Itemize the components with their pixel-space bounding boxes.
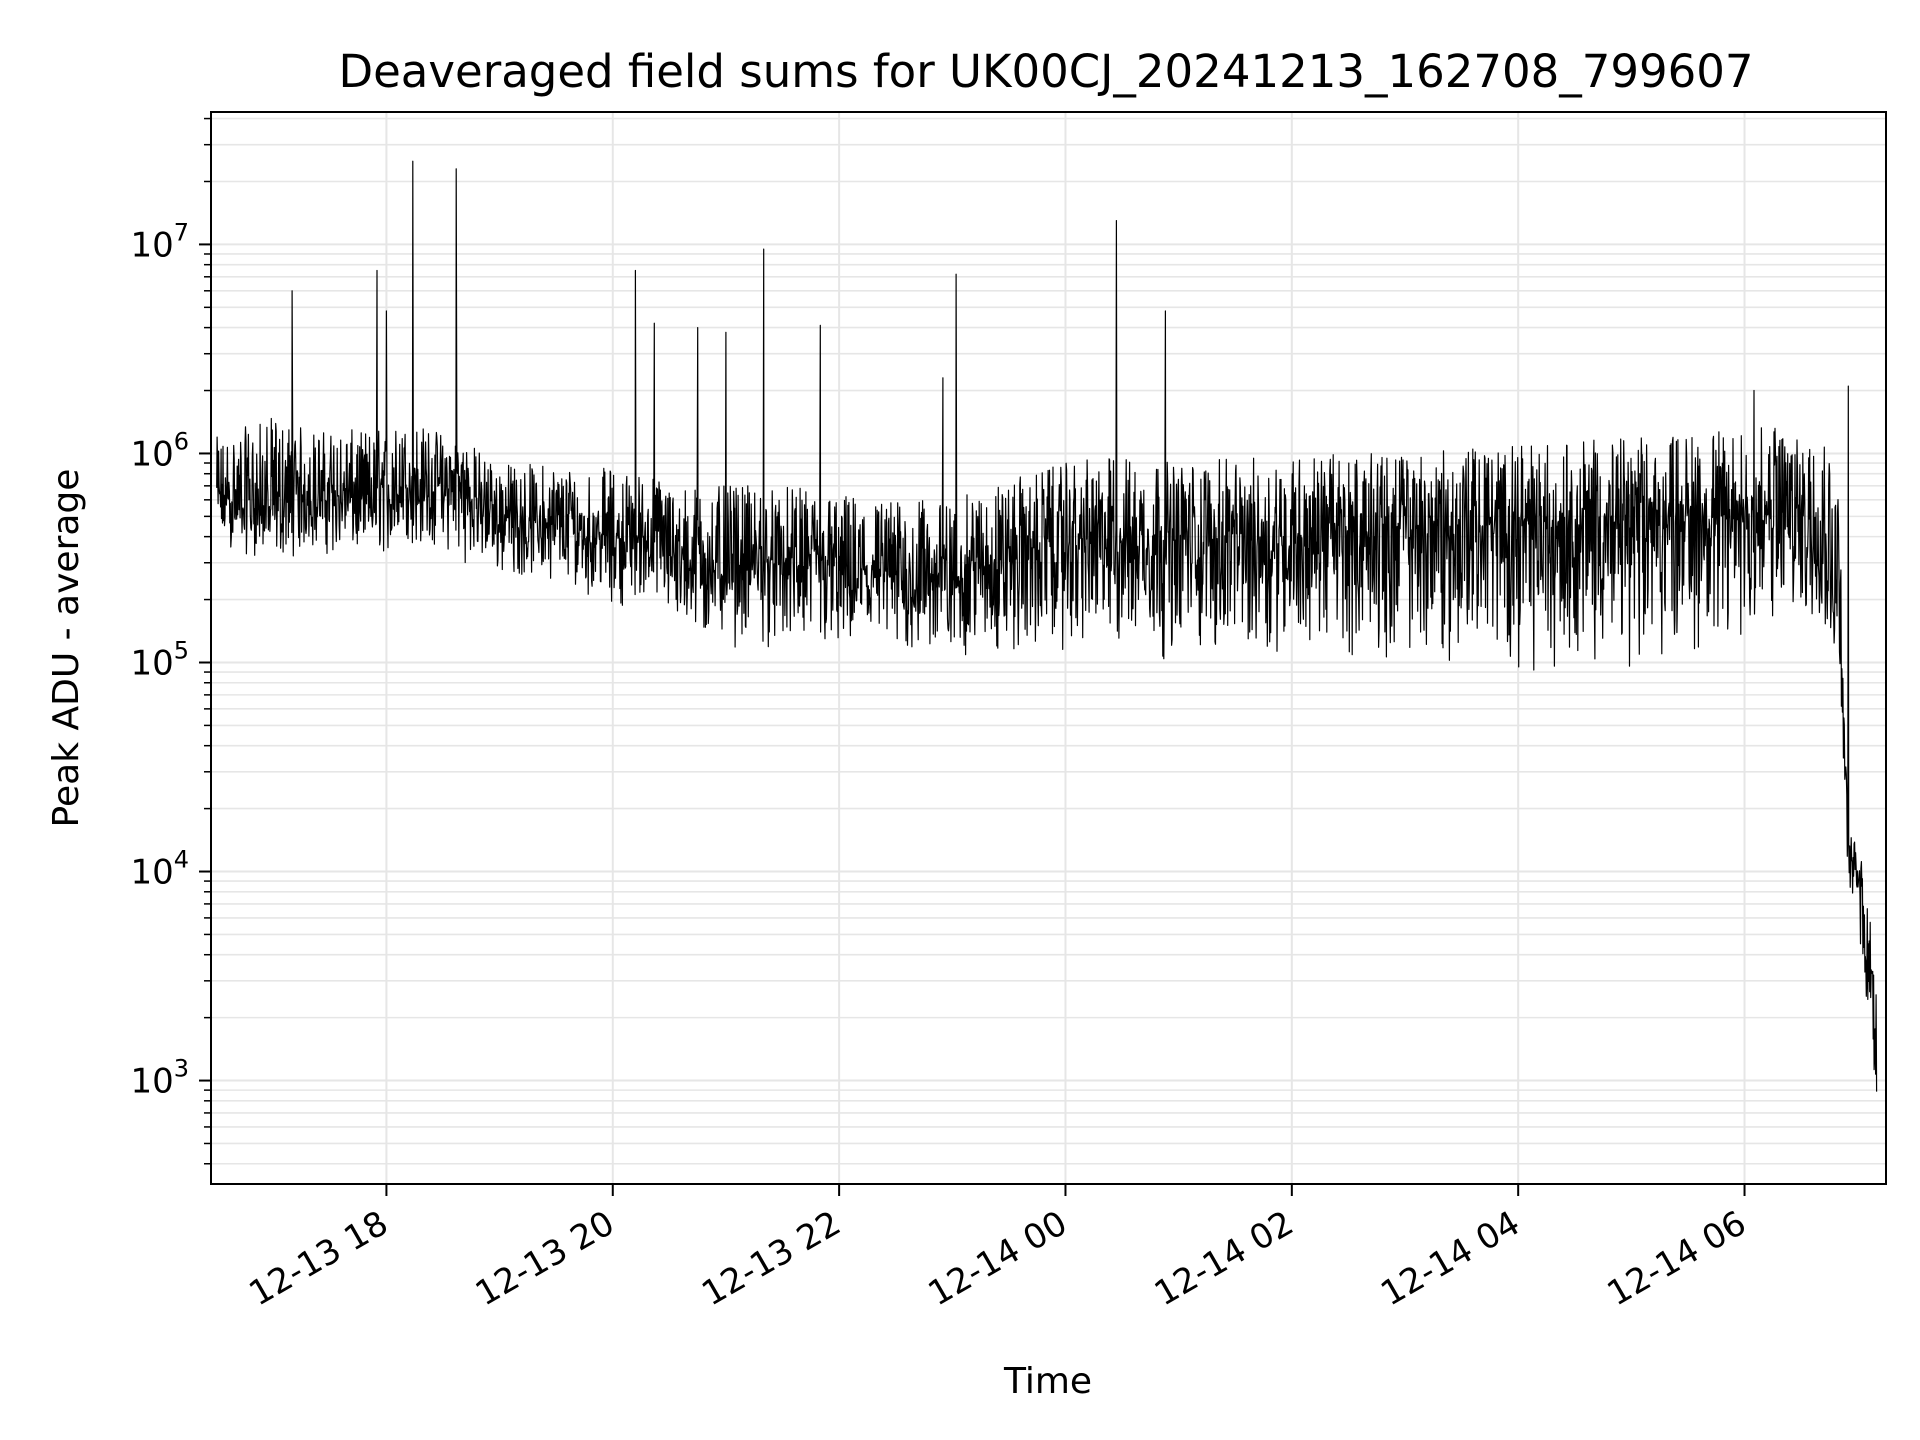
chart-title: Deaveraged field sums for UK00CJ_2024121… bbox=[338, 45, 1753, 98]
y-tick-label: 105 bbox=[130, 636, 189, 683]
grid-lines bbox=[211, 112, 1886, 1184]
y-axis: 103 104 105 106 107 bbox=[130, 117, 211, 1165]
y-tick-label: 106 bbox=[130, 427, 189, 474]
y-axis-label: Peak ADU - average bbox=[46, 469, 87, 828]
y-tick-label: 107 bbox=[130, 218, 189, 265]
plot-area bbox=[210, 111, 1887, 1185]
y-tick-label: 104 bbox=[130, 846, 189, 893]
series-layer bbox=[216, 160, 1878, 1092]
y-tick-label: 103 bbox=[130, 1055, 189, 1102]
series-line bbox=[216, 160, 1878, 1092]
x-axis-label: Time bbox=[1003, 1361, 1092, 1402]
